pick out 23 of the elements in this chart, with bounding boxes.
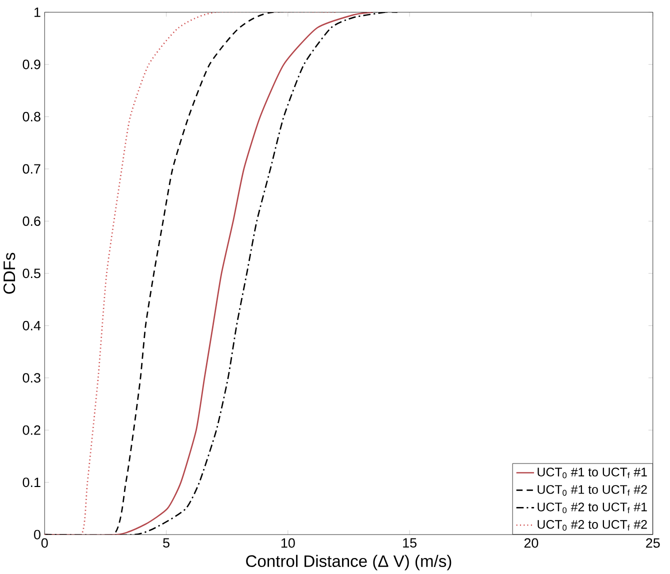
y-tick-label: 0: [34, 530, 40, 540]
y-tick-label: 0.1: [22, 478, 40, 488]
legend-label: UCT$_{0}$ #2 to UCT$_{f}$ #2: [538, 520, 647, 531]
y-tick-label: 0.6: [22, 216, 40, 226]
y-tick-label: 0.4: [22, 320, 41, 331]
x-tick-label: 0: [41, 538, 48, 548]
x-tick-label: 15: [403, 538, 416, 548]
legend-label: UCT$_{0}$ #2 to UCT$_{f}$ #1: [538, 502, 647, 514]
x-tick-label: 25: [646, 538, 660, 548]
legend-label: UCT$_{0}$ #1 to UCT$_{f}$ #1: [538, 468, 647, 478]
y-tick-label: 0.7: [22, 164, 40, 174]
y-tick-label: 1: [34, 8, 40, 17]
x-tick-label: 20: [524, 538, 538, 548]
y-axis-title: CDFs: [3, 252, 16, 294]
legend-label: UCT$_{0}$ #1 to UCT$_{f}$ #2: [538, 485, 647, 496]
y-tick-label: 0.2: [22, 425, 40, 435]
x-tick-label: 5: [163, 538, 170, 548]
y-tick-label: 0.3: [22, 373, 40, 383]
y-tick-label: 0.9: [22, 60, 40, 70]
x-tick-label: 10: [281, 538, 295, 548]
y-tick-label: 0.5: [22, 268, 40, 278]
y-tick-label: 0.8: [22, 112, 40, 122]
x-axis-title: Control Distance (Δ V) (m/s): [246, 554, 452, 570]
